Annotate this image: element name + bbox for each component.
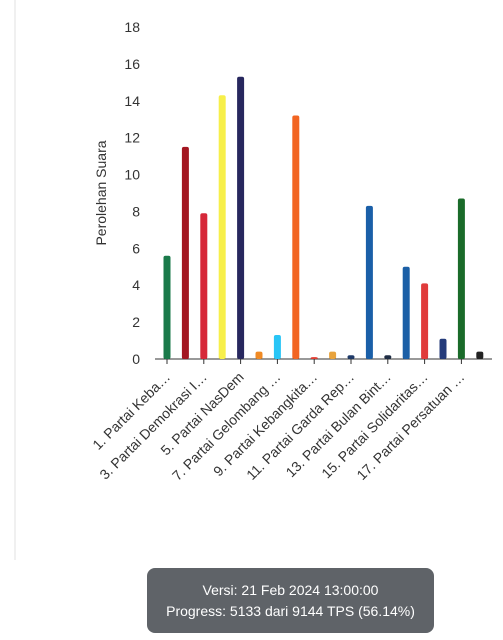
y-tick-label: 8 bbox=[132, 203, 140, 219]
y-tick-label: 12 bbox=[124, 130, 140, 146]
bar bbox=[292, 115, 300, 360]
bar bbox=[237, 76, 245, 360]
y-tick-label: 6 bbox=[132, 240, 140, 256]
y-tick-label: 4 bbox=[132, 277, 140, 293]
bar bbox=[218, 95, 226, 359]
y-axis-label: Perolehan Suara bbox=[93, 140, 109, 245]
bar bbox=[273, 335, 281, 359]
bar bbox=[384, 355, 392, 359]
bar bbox=[200, 213, 208, 359]
bar bbox=[421, 283, 429, 359]
version: Versi: 21 Feb 2024 13:00:00 bbox=[202, 582, 379, 598]
bar bbox=[439, 338, 447, 359]
bar bbox=[476, 351, 484, 359]
bar bbox=[365, 205, 373, 359]
y-tick-label: 18 bbox=[124, 19, 140, 35]
y-tick-label: 10 bbox=[124, 167, 140, 183]
bar bbox=[181, 146, 189, 359]
bar bbox=[347, 355, 355, 359]
y-tick-label: 14 bbox=[124, 93, 140, 109]
y-tick-label: 16 bbox=[124, 56, 140, 72]
bar bbox=[402, 266, 410, 359]
tooltip: Versi: 21 Feb 2024 13:00:00 Progress: 51… bbox=[147, 568, 434, 633]
progress: Progress: 5133 dari 9144 TPS (56.14%) bbox=[166, 603, 415, 619]
bar bbox=[310, 357, 318, 359]
bar bbox=[329, 351, 337, 359]
bar bbox=[457, 198, 465, 359]
y-tick-label: 2 bbox=[132, 314, 140, 330]
bar bbox=[163, 255, 171, 359]
bar bbox=[255, 351, 263, 359]
y-tick-label: 0 bbox=[132, 351, 140, 367]
